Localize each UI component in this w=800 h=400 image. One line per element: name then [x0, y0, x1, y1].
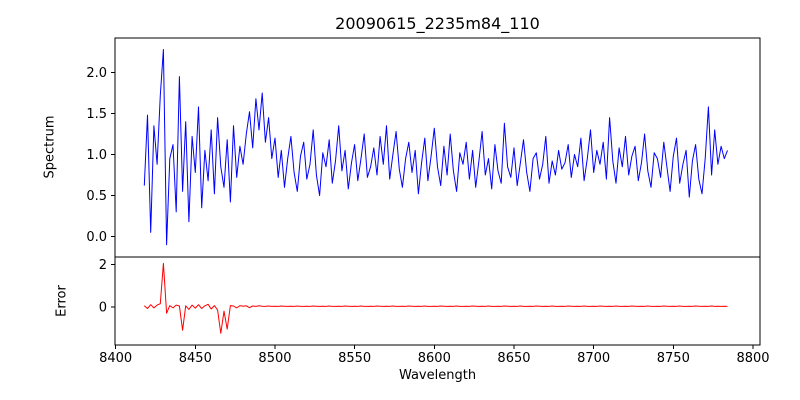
- spectrum-y-tick-label: 1.0: [86, 148, 107, 163]
- spectrum-y-tick-label: 1.5: [86, 107, 107, 122]
- chart-title: 20090615_2235m84_110: [335, 14, 540, 33]
- x-tick-label: 8500: [258, 351, 291, 366]
- x-tick-label: 8450: [179, 351, 212, 366]
- spectrum-line: [143, 49, 728, 246]
- spectrum-y-tick-label: 2.0: [86, 66, 107, 81]
- x-tick-label: 8700: [577, 351, 610, 366]
- error-line: [143, 262, 728, 334]
- x-tick-label: 8650: [497, 351, 530, 366]
- x-tick-label: 8600: [418, 351, 451, 366]
- spectrum-y-tick-label: 0.0: [86, 230, 107, 245]
- x-tick-label: 8750: [657, 351, 690, 366]
- error-y-tick-label: 0: [99, 300, 107, 315]
- x-tick-label: 8400: [99, 351, 132, 366]
- x-tick-label: 8800: [736, 351, 769, 366]
- x-axis-label: Wavelength: [398, 368, 477, 383]
- x-tick-label: 8550: [338, 351, 371, 366]
- error-axes-frame: [114, 256, 761, 346]
- spectrum-y-tick-label: 0.5: [86, 189, 107, 204]
- error-y-tick-label: 2: [99, 258, 107, 273]
